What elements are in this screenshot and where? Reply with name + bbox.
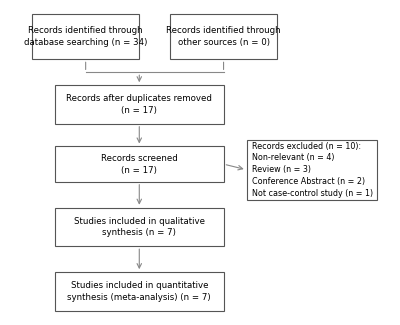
FancyBboxPatch shape xyxy=(246,140,377,200)
Text: Records excluded (n = 10):
Non-relevant (n = 4)
Review (n = 3)
Conference Abstra: Records excluded (n = 10): Non-relevant … xyxy=(252,142,374,198)
FancyBboxPatch shape xyxy=(55,208,224,246)
Text: Records screened
(n = 17): Records screened (n = 17) xyxy=(101,154,178,175)
Text: Studies included in quantitative
synthesis (meta-analysis) (n = 7): Studies included in quantitative synthes… xyxy=(68,281,211,302)
Text: Records identified through
other sources (n = 0): Records identified through other sources… xyxy=(166,26,281,47)
FancyBboxPatch shape xyxy=(55,272,224,311)
Text: Records after duplicates removed
(n = 17): Records after duplicates removed (n = 17… xyxy=(66,94,212,115)
FancyBboxPatch shape xyxy=(55,146,224,182)
FancyBboxPatch shape xyxy=(55,85,224,124)
FancyBboxPatch shape xyxy=(32,14,139,59)
FancyBboxPatch shape xyxy=(170,14,277,59)
Text: Studies included in qualitative
synthesis (n = 7): Studies included in qualitative synthesi… xyxy=(74,216,205,237)
Text: Records identified through
database searching (n = 34): Records identified through database sear… xyxy=(24,26,147,47)
